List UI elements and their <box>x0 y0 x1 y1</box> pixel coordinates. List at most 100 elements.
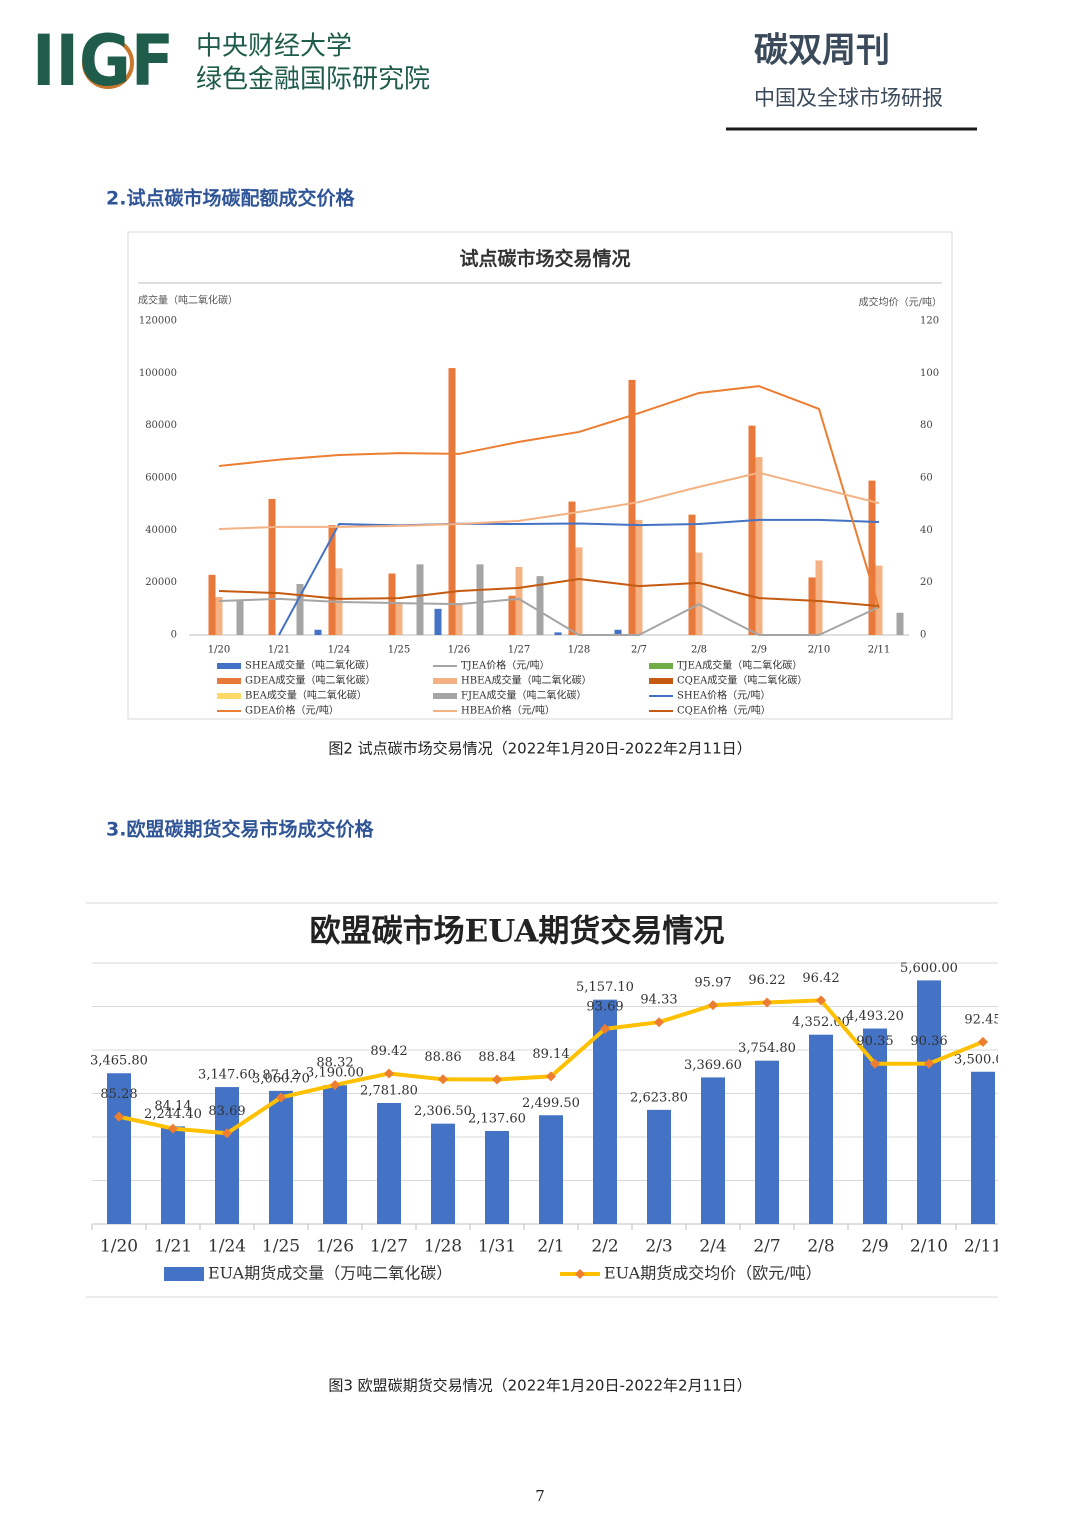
legend-label: TJEA价格（元/吨） <box>461 659 550 672</box>
legend-swatch <box>217 693 241 699</box>
bar <box>107 1073 131 1224</box>
bar <box>328 525 336 635</box>
bar <box>395 602 403 635</box>
legend-label: TJEA成交量（吨二氧化碳） <box>677 659 802 672</box>
bar <box>536 576 544 635</box>
logo: IIGF <box>32 20 174 102</box>
bar <box>314 629 322 635</box>
chart-frame <box>127 231 953 720</box>
org-name: 绿色金融国际研究院 <box>196 65 430 95</box>
line-marker <box>114 1111 124 1122</box>
y-tick-label: 80000 <box>145 420 177 431</box>
x-tick-label: 1/20 <box>100 1237 138 1257</box>
chart-title: 欧盟碳市场EUA期货交易情况 <box>310 914 725 950</box>
y2-axis-label: 成交均价（元/吨） <box>859 296 942 309</box>
x-tick-label: 1/21 <box>154 1237 192 1257</box>
chart-title: 试点碳市场交易情况 <box>459 247 630 270</box>
data-label: 3,147.60 <box>198 1068 256 1083</box>
x-tick-label: 1/26 <box>316 1237 354 1257</box>
legend-label: GDEA价格（元/吨） <box>245 704 339 717</box>
line-marker <box>330 1079 340 1090</box>
bar <box>215 597 223 635</box>
x-tick-label: 1/24 <box>328 645 350 656</box>
bar <box>614 629 622 635</box>
line-marker <box>816 995 826 1006</box>
data-label: 2,137.60 <box>468 1112 526 1127</box>
bar <box>434 608 442 635</box>
data-label: 89.42 <box>370 1044 407 1059</box>
legend-label: EUA期货成交量（万吨二氧化碳） <box>208 1264 452 1283</box>
x-tick-label: 1/25 <box>388 645 410 656</box>
x-tick-label: 1/20 <box>208 645 230 656</box>
x-tick-label: 2/3 <box>645 1237 672 1257</box>
figure-caption: 图3 欧盟碳期货交易情况（2022年1月20日-2022年2月11日） <box>328 1377 751 1395</box>
line-marker <box>222 1128 232 1139</box>
data-label: 2,623.80 <box>630 1090 688 1105</box>
data-label: 2,781.80 <box>360 1083 418 1098</box>
bar <box>539 1115 563 1224</box>
bar <box>863 1028 887 1224</box>
x-tick-label: 2/9 <box>751 645 767 656</box>
legend-swatch <box>217 663 241 669</box>
x-tick-label: 1/28 <box>568 645 590 656</box>
legend-label: FJEA成交量（吨二氧化碳） <box>461 689 586 702</box>
bar <box>448 368 456 635</box>
section-heading: 3.欧盟碳期货交易市场成交价格 <box>106 818 374 841</box>
y2-tick-label: 20 <box>920 577 933 588</box>
bar <box>815 560 823 635</box>
data-label: 3,465.80 <box>90 1054 148 1069</box>
legend-swatch <box>164 1267 204 1281</box>
line <box>218 578 880 607</box>
data-label: 5,157.10 <box>576 980 634 995</box>
y-tick-label: 60000 <box>145 473 177 484</box>
line-marker <box>168 1123 178 1134</box>
line-marker <box>924 1058 934 1069</box>
chart-2: 欧盟碳市场EUA期货交易情况 1/20 1/21 1/24 1/25 1/26 1/27 1… <box>90 914 1002 1283</box>
data-label: 95.97 <box>694 976 731 991</box>
x-tick-label: 2/7 <box>631 645 647 656</box>
line <box>218 471 880 531</box>
x-tick-label: 1/27 <box>370 1237 408 1257</box>
x-tick-label: 2/2 <box>591 1237 618 1257</box>
y2-tick-label: 120 <box>920 316 939 327</box>
bar <box>431 1123 455 1224</box>
section-heading: 2.试点碳市场碳配额成交价格 <box>106 187 355 210</box>
y2-tick-label: 40 <box>920 525 933 536</box>
bar <box>748 425 756 635</box>
y2-tick-label: 100 <box>920 368 939 379</box>
bar <box>647 1109 671 1224</box>
bar <box>575 547 583 635</box>
x-tick-label: 2/8 <box>807 1237 834 1257</box>
bar <box>868 480 876 635</box>
bar <box>377 1102 401 1224</box>
bar <box>896 612 904 635</box>
legend-label: HBEA成交量（吨二氧化碳） <box>461 674 592 687</box>
bar <box>695 552 703 635</box>
data-label: 2,499.50 <box>522 1096 580 1111</box>
y-tick-label: 0 <box>171 630 177 641</box>
legend-swatch <box>649 663 673 669</box>
y-tick-label: 120000 <box>139 316 177 327</box>
y-tick-label: 20000 <box>145 577 177 588</box>
x-tick-label: 1/21 <box>268 645 290 656</box>
bar <box>268 498 276 635</box>
legend-label: EUA期货成交均价（欧元/吨） <box>604 1264 822 1283</box>
bar <box>161 1126 185 1224</box>
line-marker <box>708 1000 718 1011</box>
legend-swatch <box>433 693 457 699</box>
legend-label: HBEA价格（元/吨） <box>461 704 555 717</box>
data-label: 3,060.70 <box>252 1071 310 1086</box>
bar <box>476 564 484 635</box>
bar <box>388 573 396 635</box>
x-tick-label: 2/11 <box>964 1237 1002 1257</box>
bar <box>635 519 643 635</box>
line-marker <box>492 1074 502 1085</box>
data-label: 5,600.00 <box>900 961 958 976</box>
logo-globe <box>82 37 134 89</box>
bar <box>808 577 816 635</box>
bar <box>701 1077 725 1224</box>
x-tick-label: 1/31 <box>478 1237 516 1257</box>
bar <box>688 514 696 635</box>
bar <box>755 457 763 635</box>
x-tick-label: 1/28 <box>424 1237 462 1257</box>
